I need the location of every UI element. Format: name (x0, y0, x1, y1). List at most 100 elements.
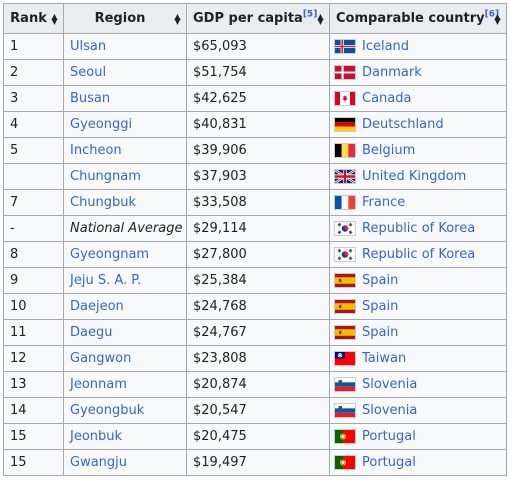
region-link[interactable]: Jeonbuk (70, 429, 123, 444)
country-link[interactable]: Slovenia (362, 377, 418, 392)
region-link[interactable]: Jeonnam (70, 377, 127, 392)
country-link[interactable]: Taiwan (362, 351, 407, 366)
region-link[interactable]: Chungbuk (70, 195, 137, 210)
rank-cell: 13 (3, 371, 64, 398)
rank-cell: 15 (3, 423, 64, 450)
slovenia-flag-icon (334, 403, 356, 418)
table-row: Chungnam $37,903 United Kingdom (3, 163, 507, 190)
slovenia-flag-icon (334, 377, 356, 392)
region-link[interactable]: Gyeongbuk (70, 403, 145, 418)
region-cell: Jeonbuk (63, 423, 187, 450)
gdp-cell: $27,800 (186, 241, 330, 268)
region-link[interactable]: Gwangju (70, 455, 128, 470)
region-cell: Ulsan (63, 33, 187, 60)
region-link[interactable]: Daejeon (70, 299, 124, 314)
region-cell: Gyeongnam (63, 241, 187, 268)
gdp-cell: $24,767 (186, 319, 330, 346)
country-link[interactable]: Iceland (362, 39, 410, 54)
gdp-cell: $29,114 (186, 215, 330, 242)
rank-cell: 2 (3, 59, 64, 86)
country-cell: Deutschland (329, 111, 507, 138)
rank-header-label: Rank (10, 11, 47, 26)
country-cell: Canada (329, 85, 507, 112)
country-cell: Portugal (329, 449, 507, 476)
country-link[interactable]: Deutschland (362, 117, 444, 132)
region-link[interactable]: Jeju S. A. P. (70, 273, 142, 288)
rank-cell: 11 (3, 319, 64, 346)
sort-icon[interactable]: ▲ ▼ (494, 11, 501, 26)
table-row: 10 Daejeon $24,768 Spain (3, 293, 507, 320)
rank-cell: 15 (3, 449, 64, 476)
country-cell: Spain (329, 319, 507, 346)
country-cell: France (329, 189, 507, 216)
country-link[interactable]: Portugal (362, 429, 416, 444)
table-row: 5 Incheon $39,906 Belgium (3, 137, 507, 164)
region-header[interactable]: Region ▲ ▼ (63, 3, 187, 34)
country-link[interactable]: Spain (362, 299, 399, 314)
portugal-flag-icon (334, 429, 356, 444)
country-link[interactable]: Canada (362, 91, 412, 106)
region-cell: Gangwon (63, 345, 187, 372)
gdp-cell: $42,625 (186, 85, 330, 112)
region-cell: Gyeonggi (63, 111, 187, 138)
region-cell: Jeju S. A. P. (63, 267, 187, 294)
rank-cell: 10 (3, 293, 64, 320)
region-link[interactable]: Busan (70, 91, 111, 106)
table-row: 15 Jeonbuk $20,475 Portugal (3, 423, 507, 450)
country-link[interactable]: France (362, 195, 406, 210)
region-cell: Busan (63, 85, 187, 112)
rank-cell: 8 (3, 241, 64, 268)
rank-cell: 12 (3, 345, 64, 372)
country-reference-link[interactable]: [6] (484, 9, 500, 20)
country-link[interactable]: Republic of Korea (362, 221, 476, 236)
region-cell: Jeonnam (63, 371, 187, 398)
gdp-cell: $20,475 (186, 423, 330, 450)
sort-icon[interactable]: ▲ ▼ (51, 11, 58, 26)
rank-cell: - (3, 215, 64, 242)
sort-icon[interactable]: ▲ ▼ (174, 11, 181, 26)
gdp-reference-link[interactable]: [5] (302, 9, 318, 20)
table-row: 2 Seoul $51,754 Danmark (3, 59, 507, 86)
table-row: 9 Jeju S. A. P. $25,384 Spain (3, 267, 507, 294)
country-link[interactable]: Portugal (362, 455, 416, 470)
region-header-label: Region (94, 11, 146, 26)
region-link[interactable]: Gangwon (70, 351, 132, 366)
rank-header[interactable]: Rank ▲ ▼ (3, 3, 64, 34)
iceland-flag-icon (334, 39, 356, 54)
korea-flag-icon (334, 247, 356, 262)
gdp-cell: $25,384 (186, 267, 330, 294)
region-link[interactable]: Ulsan (70, 39, 107, 54)
table-row: 7 Chungbuk $33,508 France (3, 189, 507, 216)
region-link[interactable]: Gyeongnam (70, 247, 150, 262)
gdp-cell: $65,093 (186, 33, 330, 60)
denmark-flag-icon (334, 65, 356, 80)
region-link[interactable]: Seoul (70, 65, 107, 80)
country-cell: United Kingdom (329, 163, 507, 190)
country-link[interactable]: Belgium (362, 143, 416, 158)
country-cell: Taiwan (329, 345, 507, 372)
table-row: 8 Gyeongnam $27,800 Republic of Korea (3, 241, 507, 268)
country-cell: Danmark (329, 59, 507, 86)
country-link[interactable]: United Kingdom (362, 169, 467, 184)
region-cell: National Average (63, 215, 187, 242)
region-link[interactable]: Daegu (70, 325, 113, 340)
rank-cell: 7 (3, 189, 64, 216)
country-cell: Slovenia (329, 397, 507, 424)
belgium-flag-icon (334, 143, 356, 158)
gdp-cell: $37,903 (186, 163, 330, 190)
country-link[interactable]: Spain (362, 325, 399, 340)
gdp-header[interactable]: GDP per capita[5] ▲ ▼ (186, 3, 330, 34)
sort-icon[interactable]: ▲ ▼ (317, 11, 324, 26)
region-link[interactable]: Incheon (70, 143, 122, 158)
country-cell: Slovenia (329, 371, 507, 398)
spain-flag-icon (334, 299, 356, 314)
country-link[interactable]: Slovenia (362, 403, 418, 418)
country-link[interactable]: Spain (362, 273, 399, 288)
table-row: 13 Jeonnam $20,874 Slovenia (3, 371, 507, 398)
region-link[interactable]: Chungnam (70, 169, 141, 184)
country-header[interactable]: Comparable country[6] ▲ ▼ (329, 3, 507, 34)
spain-flag-icon (334, 273, 356, 288)
country-link[interactable]: Republic of Korea (362, 247, 476, 262)
country-link[interactable]: Danmark (362, 65, 422, 80)
region-link[interactable]: Gyeonggi (70, 117, 133, 132)
